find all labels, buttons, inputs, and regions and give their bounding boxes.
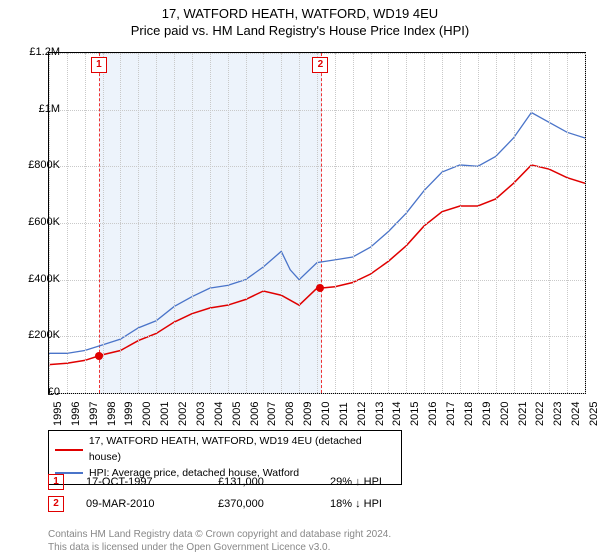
grid-v [263,53,264,393]
x-axis-label: 2004 [213,402,225,426]
x-axis-label: 2021 [517,402,529,426]
sale-date: 17-OCT-1997 [86,476,196,488]
x-axis-label: 2007 [266,402,278,426]
footnote-line: This data is licensed under the Open Gov… [48,541,391,554]
grid-v [460,53,461,393]
grid-v [317,53,318,393]
sale-diff: 29% ↓ HPI [330,476,420,488]
x-axis-label: 2019 [481,402,493,426]
x-axis-label: 2017 [445,402,457,426]
sale-price: £131,000 [218,476,308,488]
sale-row: 1 17-OCT-1997 £131,000 29% ↓ HPI [48,474,420,490]
grid-v [192,53,193,393]
footnote: Contains HM Land Registry data © Crown c… [48,528,391,554]
x-axis-label: 2016 [427,402,439,426]
grid-v [371,53,372,393]
legend-item: 17, WATFORD HEATH, WATFORD, WD19 4EU (de… [55,434,395,466]
grid-v [335,53,336,393]
sale-marker-label: 1 [91,57,107,73]
y-axis-label: £0 [16,386,60,398]
x-axis-label: 2022 [534,402,546,426]
grid-v [478,53,479,393]
y-axis-label: £1.2M [16,46,60,58]
x-axis-label: 2018 [463,402,475,426]
x-axis-label: 1998 [106,402,118,426]
x-axis-label: 2006 [249,402,261,426]
grid-v [138,53,139,393]
legend-swatch [55,449,83,451]
x-axis-label: 1995 [52,402,64,426]
grid-v [514,53,515,393]
grid-v [281,53,282,393]
x-axis-label: 2023 [552,402,564,426]
grid-v [442,53,443,393]
x-axis-label: 2024 [570,402,582,426]
grid-v [120,53,121,393]
sale-row: 2 09-MAR-2010 £370,000 18% ↓ HPI [48,496,420,512]
sale-date: 09-MAR-2010 [86,498,196,510]
x-axis-label: 2012 [356,402,368,426]
legend-label: 17, WATFORD HEATH, WATFORD, WD19 4EU (de… [89,434,395,466]
footnote-line: Contains HM Land Registry data © Crown c… [48,528,391,541]
grid-v [353,53,354,393]
grid-v [156,53,157,393]
grid-v [496,53,497,393]
grid-v [388,53,389,393]
sale-marker-dot [95,352,103,360]
grid-v [103,53,104,393]
x-axis-label: 2015 [409,402,421,426]
title-line-2: Price paid vs. HM Land Registry's House … [0,23,600,40]
y-axis-label: £200K [16,329,60,341]
grid-v [406,53,407,393]
grid-v [67,53,68,393]
grid-v [299,53,300,393]
grid-v [85,53,86,393]
x-axis-label: 2001 [159,402,171,426]
x-axis-label: 2009 [302,402,314,426]
grid-v [228,53,229,393]
grid-h [49,393,585,394]
sale-marker-label: 2 [312,57,328,73]
grid-v [210,53,211,393]
grid-v [174,53,175,393]
sale-badge: 2 [48,496,64,512]
x-axis-label: 2002 [177,402,189,426]
grid-v [549,53,550,393]
x-axis-label: 2003 [195,402,207,426]
x-axis-label: 2025 [588,402,600,426]
grid-v [246,53,247,393]
x-axis-label: 2011 [338,402,350,426]
sale-marker-dot [316,284,324,292]
sale-diff: 18% ↓ HPI [330,498,420,510]
chart-container: 17, WATFORD HEATH, WATFORD, WD19 4EU Pri… [0,0,600,560]
sales-table: 1 17-OCT-1997 £131,000 29% ↓ HPI 2 09-MA… [48,474,420,518]
x-axis-label: 1996 [70,402,82,426]
x-axis-label: 2013 [374,402,386,426]
sale-badge: 1 [48,474,64,490]
y-axis-label: £600K [16,216,60,228]
grid-v [531,53,532,393]
x-axis-label: 2008 [284,402,296,426]
x-axis-label: 1997 [88,402,100,426]
grid-v [567,53,568,393]
grid-v [424,53,425,393]
x-axis-label: 2000 [141,402,153,426]
x-axis-label: 2010 [320,402,332,426]
sale-price: £370,000 [218,498,308,510]
chart-title: 17, WATFORD HEATH, WATFORD, WD19 4EU Pri… [0,0,600,40]
x-axis-label: 2014 [391,402,403,426]
y-axis-label: £400K [16,273,60,285]
grid-v [585,53,586,393]
x-axis-label: 1999 [123,402,135,426]
x-axis-label: 2020 [499,402,511,426]
chart-plot-area: 12 [48,52,586,394]
title-line-1: 17, WATFORD HEATH, WATFORD, WD19 4EU [0,6,600,23]
y-axis-label: £1M [16,103,60,115]
y-axis-label: £800K [16,159,60,171]
x-axis-label: 2005 [231,402,243,426]
